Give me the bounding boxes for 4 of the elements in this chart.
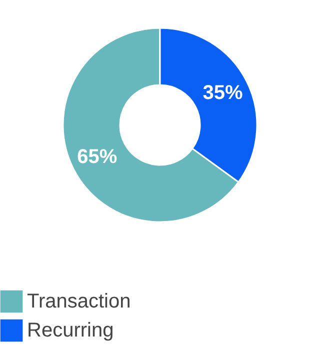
data-label: 35% (202, 82, 244, 104)
legend-label: Recurring (27, 320, 114, 342)
data-label: 65% (77, 146, 118, 168)
legend-label: Transaction (27, 290, 131, 312)
